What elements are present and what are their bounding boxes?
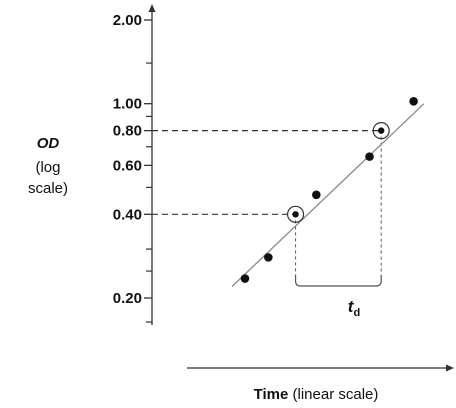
doubling-time-symbol: t xyxy=(348,297,355,316)
highlighted-point-dot xyxy=(377,127,385,134)
data-point xyxy=(365,152,374,161)
y-axis-label-note2: scale) xyxy=(28,180,68,197)
y-tick-label: 1.00 xyxy=(113,96,142,113)
doubling-time-bracket xyxy=(294,275,382,287)
highlighted-point-ring xyxy=(286,205,305,223)
x-axis-label: Time (linear scale) xyxy=(254,386,379,403)
doubling-time-subscript: d xyxy=(353,307,360,319)
data-points xyxy=(240,96,418,283)
x-axis-label-rest: (linear scale) xyxy=(288,386,378,403)
fit-line xyxy=(231,103,425,287)
y-axis: 2.00 1.00 0.80 0.60 0.40 0.20 xyxy=(113,4,454,372)
data-point xyxy=(264,253,273,262)
highlighted-point-dot xyxy=(292,211,299,218)
guide-lines xyxy=(152,130,382,287)
axis-labels: OD (log scale) td Time (linear scale) xyxy=(28,135,378,403)
data-point xyxy=(312,190,321,200)
x-axis-label-bold: Time xyxy=(254,386,289,403)
fit-line-group xyxy=(231,103,425,287)
y-tick-label: 0.20 xyxy=(113,290,142,307)
y-tick-label: 0.80 xyxy=(113,123,142,140)
data-point xyxy=(409,96,418,106)
highlighted-point-ring xyxy=(372,122,390,140)
data-point xyxy=(240,274,250,283)
y-axis-arrowhead xyxy=(148,4,156,12)
doubling-time-label: td xyxy=(348,297,360,319)
y-tick-label: 2.00 xyxy=(113,12,142,29)
y-tick-label: 0.60 xyxy=(113,157,142,174)
x-axis-arrowhead xyxy=(446,364,454,372)
y-axis-label-note: (log xyxy=(35,159,60,176)
y-axis-label: OD xyxy=(37,135,60,152)
y-tick-label: 0.40 xyxy=(113,206,142,223)
